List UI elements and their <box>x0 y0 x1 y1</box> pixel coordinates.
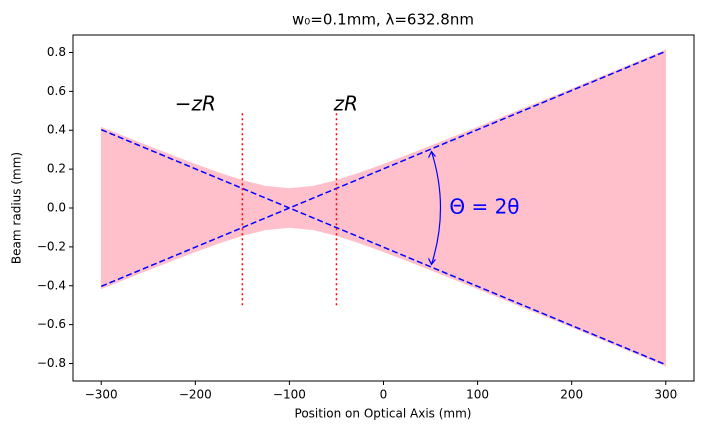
annotation: −zR <box>175 91 216 115</box>
x-tick-label: −200 <box>179 388 212 402</box>
y-axis-label: Beam radius (mm) <box>10 152 24 264</box>
y-tick-label: −0.6 <box>37 317 66 331</box>
beam-area <box>100 49 667 209</box>
y-tick-label: 0.6 <box>47 84 66 98</box>
x-tick-label: 100 <box>466 388 489 402</box>
x-tick-label: −100 <box>273 388 306 402</box>
angle-arc <box>430 151 442 265</box>
x-tick-label: 200 <box>560 388 583 402</box>
y-tick-label: 0.8 <box>47 45 66 59</box>
chart-title: w₀=0.1mm, λ=632.8nm <box>292 11 474 29</box>
arrow-head <box>427 258 436 266</box>
y-tick-label: −0.2 <box>37 239 66 253</box>
annotation: zR <box>333 91 358 115</box>
y-tick-label: −0.8 <box>37 356 66 370</box>
beam-area <box>100 207 667 367</box>
y-tick-label: 0.4 <box>47 123 66 137</box>
x-tick-label: −300 <box>85 388 118 402</box>
arrow-head <box>427 150 436 158</box>
asymptote-line <box>100 50 667 288</box>
x-tick-label: 0 <box>380 388 388 402</box>
y-tick-label: −0.4 <box>37 278 66 292</box>
y-tick-label: 0.2 <box>47 162 66 176</box>
asymptote-line <box>100 128 667 366</box>
x-tick-label: 300 <box>654 388 677 402</box>
y-tick-label: 0.0 <box>47 201 66 215</box>
annotation: Θ = 2θ <box>449 195 519 219</box>
x-axis-label: Position on Optical Axis (mm) <box>295 407 472 421</box>
